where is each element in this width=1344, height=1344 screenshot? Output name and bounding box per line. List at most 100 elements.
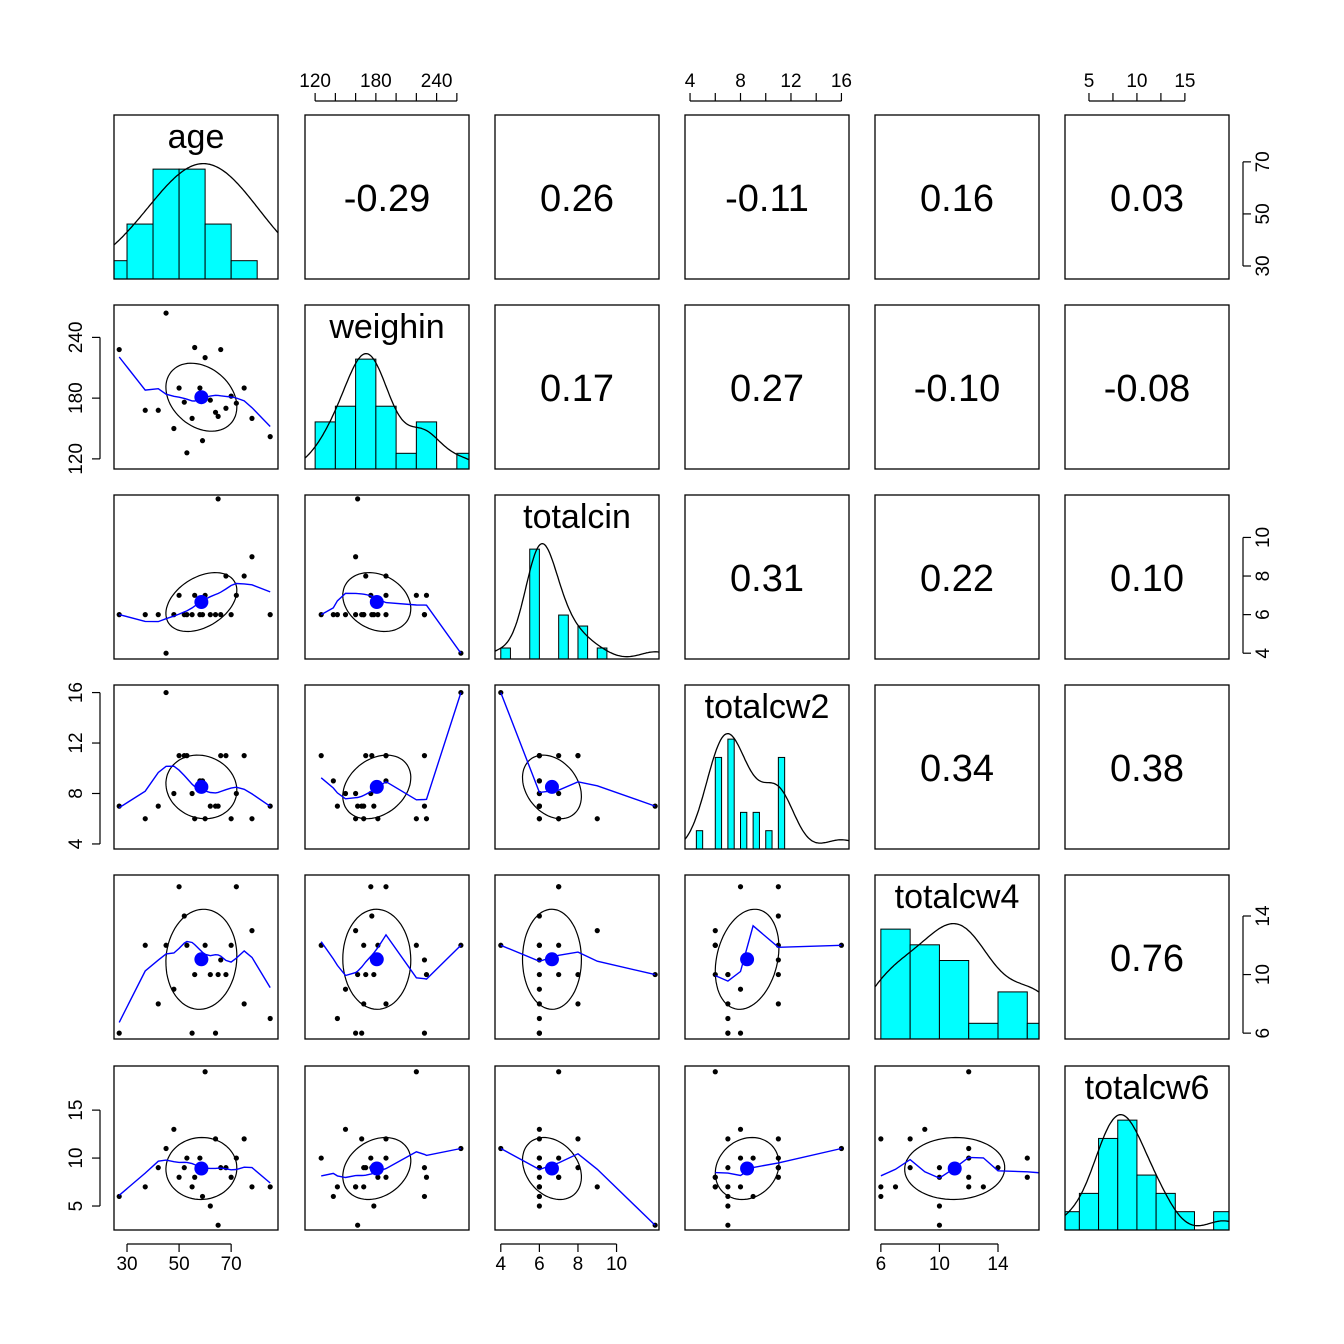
- data-point: [249, 415, 255, 421]
- data-point: [155, 407, 161, 413]
- histogram-totalcw2: [685, 732, 849, 849]
- data-point: [421, 957, 428, 963]
- data-point: [375, 612, 381, 618]
- data-point: [575, 971, 581, 978]
- data-point: [199, 1193, 206, 1200]
- correlation-ellipse: [904, 1136, 1006, 1201]
- data-point: [536, 803, 542, 809]
- correlation-value: 0.03: [1110, 178, 1184, 220]
- data-point: [423, 816, 430, 822]
- correlation-ellipse: [714, 1136, 780, 1201]
- data-point: [334, 803, 340, 809]
- panel-totalcw2-totalcin: [494, 684, 660, 850]
- variable-label: totalcw2: [705, 688, 830, 726]
- data-point: [249, 928, 255, 934]
- data-point: [556, 1174, 562, 1180]
- data-point: [750, 1155, 756, 1161]
- data-point: [363, 1165, 369, 1171]
- data-point: [878, 1136, 884, 1142]
- panel-totalcw4-totalcw2: [684, 869, 850, 1040]
- correlation-value: -0.10: [914, 368, 1001, 410]
- data-point: [184, 1155, 190, 1161]
- data-point: [184, 753, 190, 759]
- data-point: [936, 1222, 943, 1228]
- data-point: [594, 1184, 600, 1190]
- panel-border: [494, 304, 660, 470]
- panel-totalcin-totalcw4: 0.22: [874, 494, 1040, 660]
- data-point: [355, 496, 361, 502]
- data-point: [725, 1015, 731, 1022]
- data-point: [737, 1126, 744, 1132]
- panel-border: [304, 304, 470, 470]
- data-point: [652, 971, 658, 978]
- data-point: [155, 1165, 161, 1171]
- data-point: [359, 1136, 365, 1142]
- data-point: [207, 397, 213, 403]
- panel-totalcin-totalcin: totalcin: [494, 494, 660, 660]
- data-point: [1039, 1155, 1044, 1160]
- data-point: [163, 310, 169, 316]
- data-point: [775, 1001, 781, 1007]
- data-point: [725, 1184, 731, 1190]
- data-point: [215, 971, 221, 978]
- scatter-plot: [498, 689, 658, 822]
- density-curve: [1065, 1113, 1229, 1227]
- data-point: [171, 986, 177, 992]
- data-point: [249, 816, 255, 822]
- mean-point: [369, 952, 384, 967]
- data-point: [751, 869, 756, 874]
- data-point: [556, 816, 562, 822]
- data-point: [218, 346, 224, 353]
- histogram-weighin: [305, 352, 469, 469]
- tick-label: 10: [929, 1254, 950, 1275]
- panel-border: [874, 684, 1040, 850]
- data-point: [353, 554, 359, 560]
- data-point: [556, 884, 562, 890]
- panel-totalcw6-totalcw6: totalcw6: [1064, 1065, 1230, 1231]
- data-point: [233, 790, 239, 797]
- panel-border: [874, 874, 1040, 1040]
- data-point: [737, 1184, 744, 1190]
- correlation-ellipse: [342, 908, 412, 1010]
- data-point: [536, 1015, 542, 1022]
- loess-line: [500, 692, 656, 807]
- scatter-plot: [116, 496, 273, 656]
- histogram-bar: [230, 260, 258, 279]
- histogram-bar: [714, 756, 723, 849]
- scatter-plot: [116, 310, 273, 456]
- data-point: [202, 1069, 208, 1075]
- data-point: [775, 884, 781, 890]
- panel-weighin-totalcw2: 0.27: [684, 304, 850, 470]
- panel-age-age: age: [113, 114, 279, 280]
- panel-border: [684, 1065, 850, 1231]
- data-point: [383, 1001, 389, 1007]
- data-point: [498, 689, 504, 696]
- data-point: [241, 385, 247, 391]
- data-point: [737, 884, 744, 890]
- correlation-ellipse: [165, 571, 238, 633]
- data-point: [181, 913, 187, 919]
- data-point: [233, 1155, 239, 1161]
- data-point: [189, 612, 195, 618]
- data-point: [575, 1165, 581, 1171]
- data-point: [215, 803, 221, 809]
- data-point: [207, 971, 213, 978]
- variable-label: age: [168, 118, 225, 156]
- correlation-ellipse: [165, 1136, 238, 1201]
- data-point: [223, 753, 229, 759]
- data-point: [199, 612, 206, 618]
- data-point: [536, 1136, 542, 1142]
- tick-label: 10: [1253, 964, 1274, 985]
- correlation-ellipse: [521, 908, 583, 1010]
- data-point: [712, 928, 718, 934]
- tick-label: 10: [66, 1147, 87, 1168]
- tick-label: 6: [534, 1254, 545, 1275]
- data-point: [775, 1165, 781, 1171]
- scatter-plot: [318, 884, 464, 1036]
- mean-point: [544, 952, 559, 967]
- data-point: [878, 1184, 884, 1190]
- data-point: [775, 957, 781, 963]
- data-point: [142, 612, 148, 618]
- correlation-value: 0.26: [540, 178, 614, 220]
- data-point: [556, 971, 562, 978]
